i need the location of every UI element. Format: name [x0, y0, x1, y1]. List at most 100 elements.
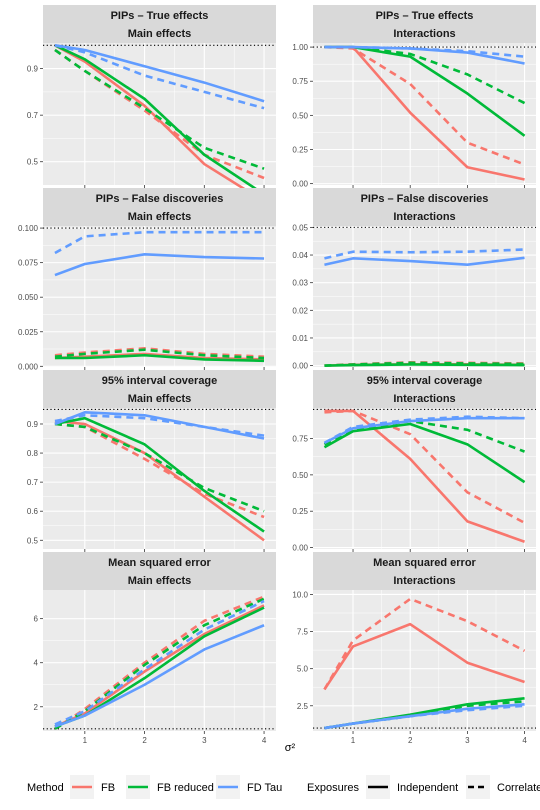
y-tick-label: 0.75: [292, 435, 308, 444]
legend-label-correlated: Correlated: [497, 782, 540, 794]
panel-title: 95% interval coverage: [367, 375, 483, 387]
series-line-fb-correlated: [324, 409, 526, 524]
series-line-fd-tau-correlated: [324, 45, 525, 58]
x-axis-title: σ²: [285, 742, 296, 754]
y-tick-label: 0.00: [292, 180, 308, 189]
y-tick-label: 0.25: [292, 507, 308, 516]
panel-strip: [43, 188, 276, 226]
panel-subtitle: Interactions: [393, 393, 455, 405]
panel-strip: [43, 370, 276, 408]
x-tick-label: 3: [465, 736, 470, 745]
y-tick-label: 0.50: [292, 111, 308, 120]
panel-title: Mean squared error: [108, 557, 211, 569]
y-tick-label: 0.9: [27, 65, 39, 74]
y-tick-label: 2: [34, 703, 39, 712]
panel-subtitle: Interactions: [393, 28, 455, 40]
legend-method-title: Method: [27, 782, 64, 794]
panel-subtitle: Main effects: [128, 211, 192, 223]
series-line-fb-reduced-correlated: [54, 348, 265, 360]
panel-95-interval-coverage-interactions: 95% interval coverage Interactions 0.00 0.2…: [292, 370, 536, 563]
y-tick-label: 0.5: [27, 536, 39, 545]
x-tick-label: 2: [142, 736, 147, 745]
panel-title: PIPs – True effects: [376, 10, 474, 22]
y-tick-label: 2.5: [297, 702, 309, 711]
y-tick-label: 0.02: [292, 306, 308, 315]
panel-strip: [43, 5, 276, 43]
series-line-fd-tau-independent: [54, 44, 265, 103]
panel-strip: [313, 188, 536, 226]
panel-strip: [43, 552, 276, 590]
y-tick-label: 0.7: [27, 111, 39, 120]
panel-pips-true-effects-interactions: PIPs – True effects Interactions 0.00 0.25 0…: [292, 5, 536, 199]
legend: Method FB FB reduced FD Tau Exposures Indepen…: [27, 775, 540, 799]
series-line-fd-tau-correlated: [323, 415, 525, 445]
y-tick-label: 0.5: [27, 158, 39, 167]
series-line-fb-correlated: [54, 422, 265, 519]
y-tick-label: 0.8: [27, 449, 39, 458]
legend-label-independent: Independent: [397, 782, 458, 794]
x-tick-label: 1: [351, 736, 356, 745]
y-tick-label: 0.6: [27, 507, 39, 516]
panel-mean-squared-error-main-effects: Mean squared error Main effects 2 4 6 1 2 3 4: [34, 552, 276, 745]
y-tick-label: 0.9: [27, 420, 39, 429]
series-line-fd-tau-correlated: [54, 413, 265, 437]
panel-title: 95% interval coverage: [102, 375, 218, 387]
plot-background: [43, 408, 276, 549]
panel-subtitle: Interactions: [393, 575, 455, 587]
series-line-fb-correlated: [54, 347, 265, 358]
series-line-fb-reduced-correlated: [54, 597, 265, 730]
series-line-fb-reduced-correlated: [54, 422, 265, 513]
y-tick-label: 0.050: [18, 293, 39, 302]
y-tick-label: 0.00: [292, 362, 308, 371]
series-line-fb-reduced-correlated: [324, 361, 525, 367]
panel-title: PIPs – False discoveries: [96, 193, 224, 205]
y-tick-label: 0.100: [18, 224, 39, 233]
series-line-fb-independent: [54, 44, 265, 203]
y-tick-label: 4: [34, 659, 39, 668]
panel-subtitle: Interactions: [393, 211, 455, 223]
panel-title: PIPs – False discoveries: [361, 193, 489, 205]
panel-subtitle: Main effects: [128, 575, 192, 587]
panel-subtitle: Main effects: [128, 28, 192, 40]
series-line-fd-tau-correlated: [324, 248, 525, 260]
y-tick-label: 0.075: [18, 259, 39, 268]
series-line-fb-correlated: [324, 45, 526, 166]
series-line-fb-reduced-correlated: [324, 45, 526, 105]
y-tick-label: 7.5: [297, 628, 309, 637]
series-line-fb-reduced-independent: [54, 416, 265, 533]
panel-pips-true-effects-main-effects: PIPs – True effects Main effects 0.5 0.7 0.9…: [27, 5, 276, 203]
panel-title: PIPs – True effects: [111, 10, 209, 22]
x-tick-label: 4: [262, 736, 267, 745]
y-tick-label: 1.00: [292, 43, 308, 52]
y-tick-label: 0.000: [18, 362, 39, 371]
x-tick-label: 1: [83, 736, 88, 745]
series-line-fb-independent: [54, 419, 265, 542]
y-tick-label: 0.00: [292, 544, 308, 553]
series-line-fb-reduced-independent: [54, 44, 265, 196]
y-tick-label: 10.0: [292, 590, 308, 599]
panel-strip: [313, 5, 536, 43]
y-tick-label: 0.50: [292, 471, 308, 480]
panel-strip: [313, 370, 536, 408]
legend-label-fd-tau: FD Tau: [247, 782, 282, 794]
series-line-fd-tau-correlated: [324, 704, 525, 730]
x-tick-label: 3: [202, 736, 207, 745]
y-tick-label: 0.05: [292, 223, 308, 232]
y-tick-label: 0.025: [18, 328, 39, 337]
series-line-fd-tau-correlated: [54, 230, 265, 255]
legend-exposures-title: Exposures: [307, 782, 359, 794]
series-line-fd-tau-independent: [324, 256, 525, 267]
series-line-fb-independent: [54, 604, 265, 728]
series-line-fb-correlated: [323, 597, 526, 691]
x-tick-label: 2: [408, 736, 413, 745]
series-line-fd-tau-independent: [54, 253, 265, 277]
series-line-fb-correlated: [54, 595, 265, 730]
series-line-fd-tau-independent: [323, 416, 525, 445]
panel-mean-squared-error-interactions: Mean squared error Interactions 2.5 5.0 7.5 1…: [292, 552, 536, 745]
plot-background: [43, 226, 276, 367]
plot-background: [313, 590, 536, 731]
y-tick-label: 0.04: [292, 251, 308, 260]
series-line-fb-independent: [323, 622, 525, 691]
series-line-fb-independent: [324, 409, 525, 543]
